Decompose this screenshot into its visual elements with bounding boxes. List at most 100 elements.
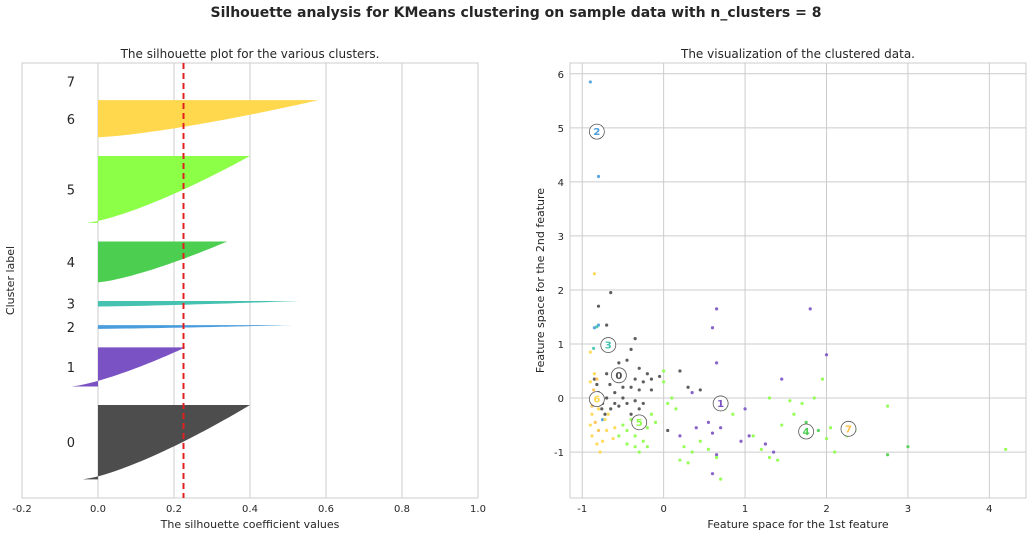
scatter-point bbox=[759, 447, 763, 451]
scatter-point bbox=[662, 369, 666, 373]
scatter-point bbox=[625, 401, 629, 406]
cluster-center-label: 1 bbox=[717, 399, 724, 410]
scatter-x-tick-label: 4 bbox=[986, 504, 992, 515]
scatter-point bbox=[674, 407, 678, 411]
scatter-point bbox=[662, 380, 666, 384]
cluster-center-label: 4 bbox=[803, 427, 810, 438]
silhouette-cluster-label: 5 bbox=[67, 183, 75, 198]
scatter-point bbox=[633, 336, 637, 341]
silhouette-cluster-4 bbox=[98, 241, 228, 283]
scatter-point bbox=[808, 307, 812, 311]
scatter-point bbox=[637, 450, 641, 454]
scatter-point bbox=[812, 396, 816, 400]
silhouette-x-tick-label: 0.6 bbox=[318, 504, 334, 515]
scatter-point bbox=[621, 423, 625, 427]
scatter-point bbox=[731, 412, 735, 416]
scatter-point bbox=[645, 445, 649, 449]
scatter-point bbox=[595, 325, 599, 329]
scatter-y-axis-label: Feature space for the 2nd feature bbox=[534, 188, 547, 373]
scatter-y-tick-label: 6 bbox=[558, 70, 564, 81]
scatter-point bbox=[592, 372, 597, 376]
silhouette-cluster-label: 3 bbox=[67, 298, 75, 313]
silhouette-cluster-label: 0 bbox=[67, 436, 75, 451]
scatter-point bbox=[666, 401, 670, 406]
scatter-point bbox=[714, 455, 719, 460]
silhouette-x-axis-label: The silhouette coefficient values bbox=[160, 518, 340, 531]
scatter-point bbox=[596, 174, 601, 179]
scatter-point bbox=[609, 291, 613, 295]
scatter-point bbox=[747, 434, 751, 438]
scatter-point bbox=[625, 442, 629, 446]
scatter-point bbox=[690, 450, 694, 454]
silhouette-x-tick-label: -0.2 bbox=[12, 504, 32, 515]
scatter-point bbox=[776, 458, 780, 462]
scatter-point bbox=[678, 458, 682, 462]
scatter-point bbox=[613, 391, 617, 395]
scatter-point bbox=[714, 453, 719, 457]
scatter-point bbox=[592, 377, 597, 381]
silhouette-x-tick-label: 0.4 bbox=[242, 504, 258, 515]
scatter-point bbox=[605, 396, 609, 400]
scatter-point bbox=[649, 412, 654, 416]
scatter-point bbox=[588, 80, 592, 84]
scatter-point bbox=[605, 428, 609, 433]
scatter-point bbox=[595, 442, 599, 446]
scatter-x-axis-label: Feature space for the 1st feature bbox=[707, 518, 888, 531]
scatter-point bbox=[710, 326, 715, 330]
scatter-point bbox=[637, 407, 641, 411]
scatter-point bbox=[629, 385, 633, 389]
cluster-center-marker bbox=[610, 367, 627, 384]
scatter-point bbox=[763, 442, 768, 446]
cluster-center-marker bbox=[600, 337, 617, 353]
silhouette-plot-title: The silhouette plot for the various clus… bbox=[120, 47, 380, 61]
silhouette-x-tick-label: 0.2 bbox=[166, 504, 182, 515]
scatter-point bbox=[824, 353, 829, 357]
scatter-point bbox=[719, 477, 723, 481]
scatter-point bbox=[629, 347, 633, 351]
silhouette-cluster-6 bbox=[98, 100, 319, 138]
scatter-point bbox=[625, 358, 629, 362]
scatter-point bbox=[592, 326, 597, 330]
scatter-point bbox=[678, 369, 682, 373]
scatter-point bbox=[617, 404, 621, 408]
scatter-y-tick-label: 2 bbox=[558, 286, 564, 297]
scatter-point bbox=[1004, 447, 1008, 451]
scatter-point bbox=[714, 307, 719, 311]
cluster-center-marker bbox=[712, 395, 729, 412]
silhouette-cluster-5 bbox=[86, 155, 250, 223]
scatter-point bbox=[600, 418, 605, 422]
scatter-point bbox=[600, 407, 604, 411]
scatter-point bbox=[603, 412, 607, 416]
scatter-point bbox=[678, 434, 682, 438]
scatter-point bbox=[637, 388, 641, 392]
scatter-point bbox=[820, 377, 825, 381]
scatter-point bbox=[596, 304, 601, 308]
silhouette-cluster-label: 2 bbox=[67, 321, 75, 336]
scatter-ticks: -1 0 1 2 3 4 -1 0 1 2 3 4 5 6 bbox=[554, 70, 993, 515]
silhouette-x-ticks: -0.2 0.0 0.2 0.4 0.6 0.8 1.0 bbox=[12, 504, 486, 515]
cluster-center-label: 5 bbox=[636, 418, 643, 429]
scatter-point bbox=[617, 361, 621, 365]
scatter-point bbox=[670, 396, 674, 400]
scatter-point bbox=[605, 323, 609, 327]
scatter-point bbox=[633, 434, 637, 438]
silhouette-marks bbox=[71, 63, 319, 498]
silhouette-x-tick-label: 1.0 bbox=[470, 504, 486, 515]
scatter-point bbox=[885, 453, 890, 457]
cluster-center-marker bbox=[840, 420, 857, 437]
scatter-plot-title: The visualization of the clustered data. bbox=[680, 47, 915, 61]
scatter-point bbox=[666, 428, 670, 433]
scatter-point bbox=[743, 407, 747, 411]
scatter-point bbox=[657, 374, 662, 379]
scatter-point bbox=[592, 346, 596, 350]
scatter-point bbox=[593, 420, 597, 424]
scatter-axes: 0 1 2 3 4 5 6 7 -1 0 1 2 3 4 -1 0 1 2 3 4 5 6 The visualizat… bbox=[534, 47, 1027, 531]
cluster-center-label: 7 bbox=[845, 424, 852, 435]
scatter-point bbox=[645, 372, 649, 376]
scatter-point bbox=[828, 426, 833, 430]
cluster-center-marker bbox=[588, 391, 605, 408]
scatter-point bbox=[600, 439, 605, 443]
silhouette-cluster-3 bbox=[98, 300, 300, 307]
scatter-point bbox=[645, 426, 649, 430]
